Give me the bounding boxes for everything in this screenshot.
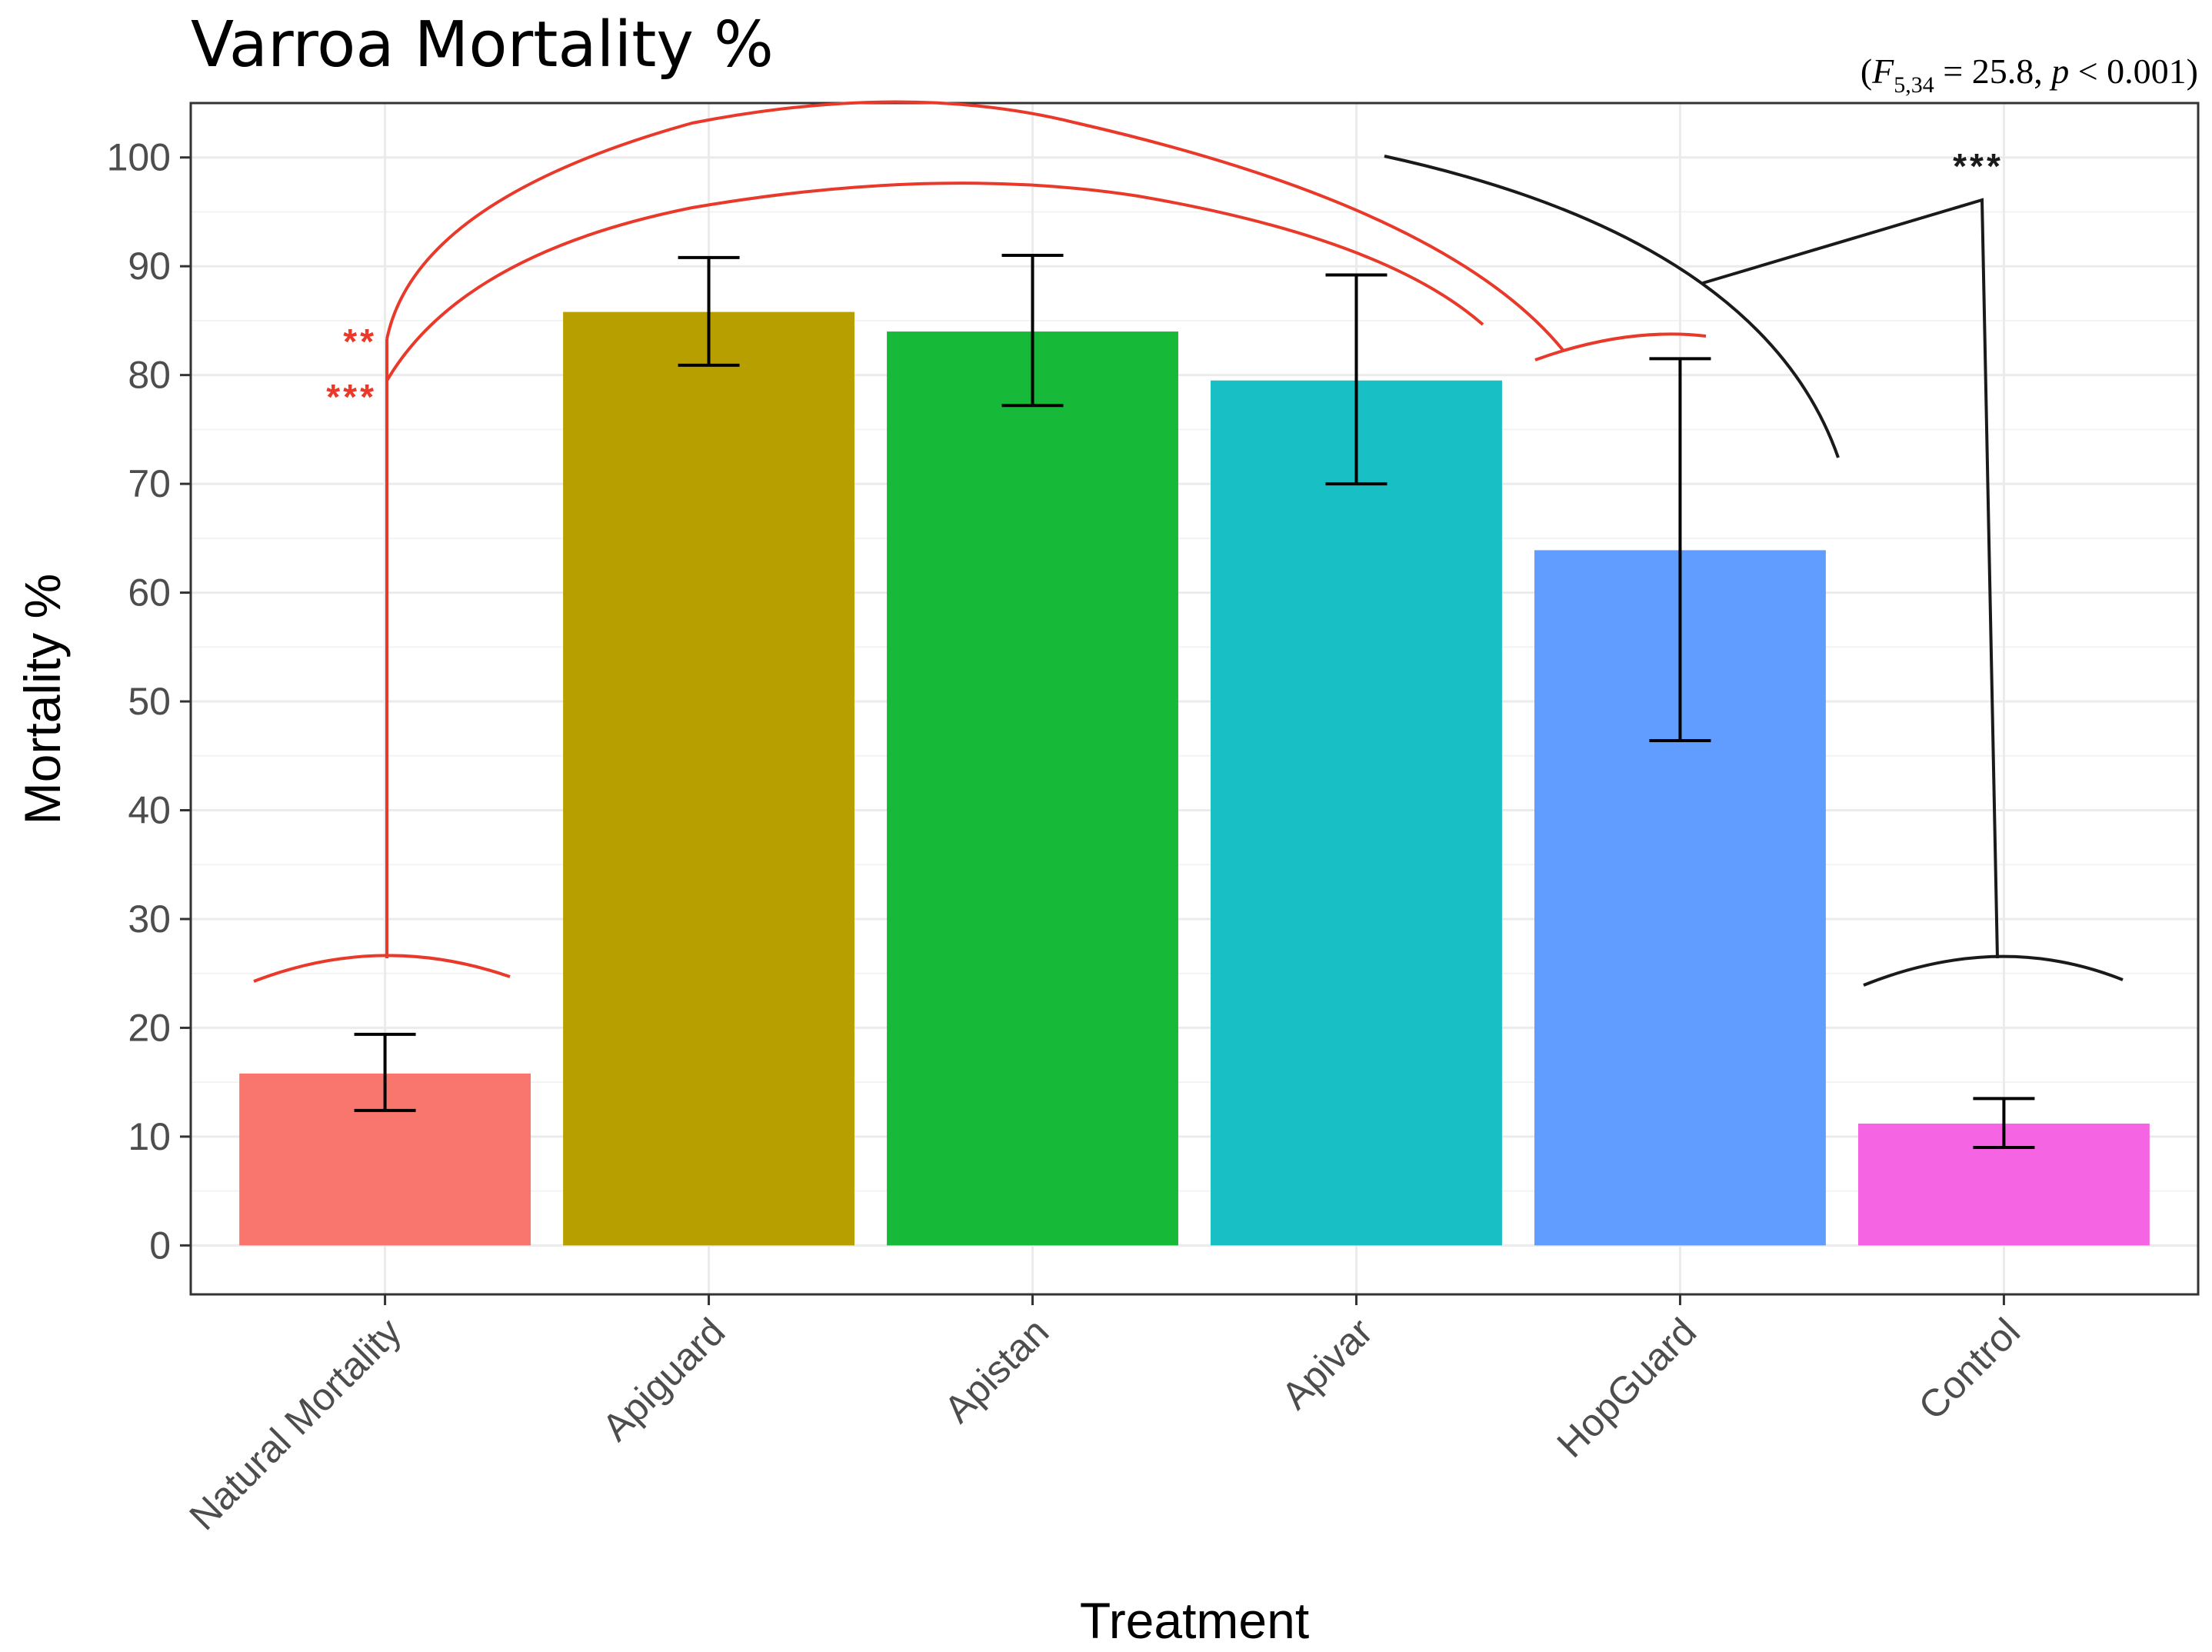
axis-ticks — [180, 156, 2005, 1305]
significance-label-double-star: ** — [343, 321, 377, 361]
bar-apivar — [1211, 380, 1502, 1246]
bars — [239, 311, 2150, 1246]
x-axis-title: Treatment — [1080, 1592, 1309, 1649]
y-tick-label: 90 — [128, 245, 171, 288]
y-tick-label: 20 — [128, 1006, 171, 1049]
x-tick-label: HopGuard — [1549, 1310, 1705, 1466]
y-tick-label: 80 — [128, 354, 171, 397]
plot-panel-border — [189, 102, 2200, 1296]
x-axis-tick-labels: Natural Mortality Apiguard Apistan Apivar Ho… — [181, 1310, 2028, 1538]
chart-title: Varroa Mortality % — [191, 8, 774, 82]
bar-apiguard — [563, 311, 854, 1246]
y-tick-label: 100 — [107, 136, 171, 179]
control-bracket-stem — [1702, 198, 1999, 959]
statistics-annotation: (F5,34 = 25.8, p < 0.001) — [1861, 52, 2198, 98]
significance-brackets: ** *** *** — [253, 100, 2124, 987]
x-tick-label: Apistan — [936, 1310, 1058, 1431]
f-value-text: = 25.8, — [1934, 52, 2051, 91]
degrees-of-freedom: 5,34 — [1894, 72, 1934, 98]
y-tick-label: 60 — [128, 571, 171, 615]
control-bracket-cap — [1863, 954, 2124, 987]
outer-red-arc — [385, 100, 1564, 351]
bar-apistan — [887, 331, 1178, 1246]
y-tick-label: 30 — [128, 898, 171, 941]
p-symbol: p — [2049, 52, 2069, 91]
natural-mortality-bracket-cap — [253, 954, 511, 983]
error-bars — [354, 254, 2035, 1150]
y-axis-tick-labels: 0 10 20 30 40 50 60 70 80 90 100 — [107, 136, 171, 1267]
y-tick-label: 70 — [128, 462, 171, 505]
x-tick-label: Apiguard — [594, 1310, 733, 1449]
y-tick-label: 40 — [128, 788, 171, 831]
significance-label-triple-star-red: *** — [326, 377, 377, 417]
y-tick-label: 50 — [128, 680, 171, 723]
f-symbol: F — [1871, 52, 1894, 91]
y-tick-label: 10 — [128, 1115, 171, 1158]
x-tick-label: Control — [1911, 1310, 2029, 1428]
y-axis-title: Mortality % — [14, 574, 71, 824]
p-value-text: < 0.001 — [2069, 52, 2186, 91]
black-arc — [1384, 155, 1840, 458]
hopguard-red-cap — [1534, 332, 1707, 361]
x-tick-label: Natural Mortality — [181, 1310, 409, 1538]
y-tick-label: 0 — [149, 1224, 171, 1267]
significance-label-triple-star-black: *** — [1953, 146, 2004, 186]
x-tick-label: Apivar — [1273, 1310, 1381, 1417]
inner-red-arc — [385, 182, 1484, 382]
